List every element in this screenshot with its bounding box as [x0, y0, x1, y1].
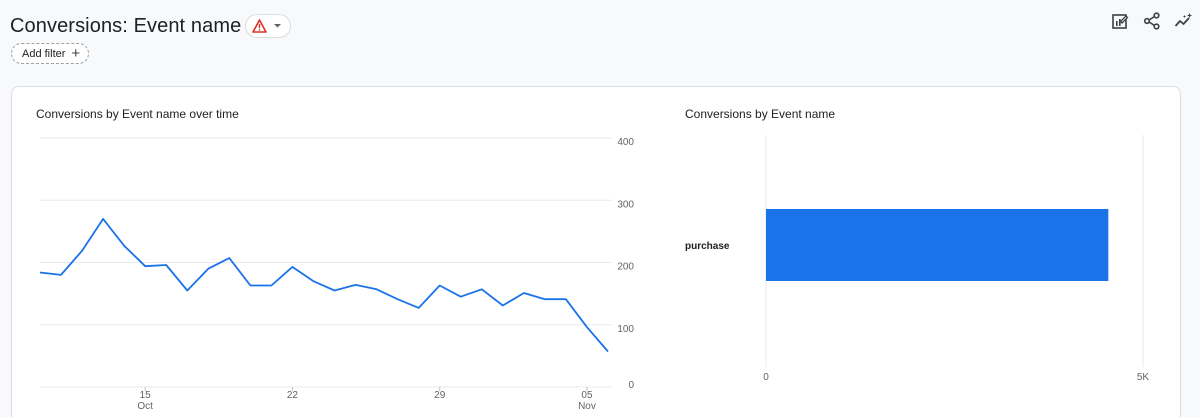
plus-icon: + [71, 45, 81, 62]
report-header: Conversions: Event name [10, 10, 292, 42]
add-filter-label: Add filter [22, 47, 66, 60]
y-tick-label: 400 [617, 137, 634, 148]
bar-chart-title: Conversions by Event name [685, 107, 836, 121]
y-tick-label: 300 [617, 199, 634, 210]
y-tick-label: 0 [628, 380, 634, 391]
bar [766, 209, 1109, 281]
x-tick-label: 05 [581, 390, 593, 401]
insights-icon[interactable] [1174, 11, 1194, 31]
x-tick-sublabel: Nov [578, 401, 596, 412]
x-tick-label: 0 [763, 372, 769, 383]
x-tick-label: 5K [1137, 372, 1150, 383]
warning-icon [252, 19, 268, 33]
category-label: purchase [685, 241, 730, 252]
series-line [39, 217, 609, 353]
caret-down-icon [273, 23, 282, 29]
share-icon[interactable] [1142, 11, 1162, 31]
report-toolbar [1110, 11, 1194, 31]
y-tick-label: 200 [617, 262, 634, 273]
data-quality-warning-chip[interactable] [245, 14, 292, 38]
page-title: Conversions: Event name [10, 14, 242, 37]
y-tick-label: 100 [617, 324, 634, 335]
x-tick-label: 29 [434, 390, 446, 401]
customize-report-icon[interactable] [1110, 11, 1130, 31]
x-tick-label: 22 [287, 390, 299, 401]
x-tick-sublabel: Oct [137, 401, 153, 412]
line-chart-title: Conversions by Event name over time [36, 107, 239, 121]
x-tick-label: 15 [140, 390, 152, 401]
add-filter-button[interactable]: Add filter + [11, 43, 90, 64]
